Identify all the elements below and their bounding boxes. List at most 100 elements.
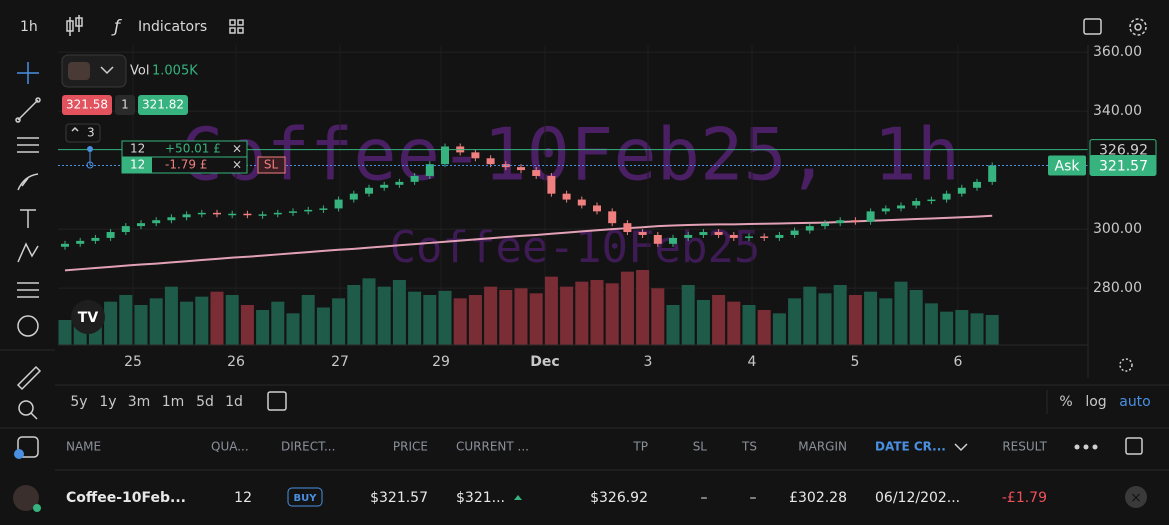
collapse-button[interactable] xyxy=(65,123,101,143)
column-header[interactable]: DATE CR... xyxy=(875,440,946,454)
range-button[interactable]: 1y xyxy=(99,394,116,410)
ask-tag: Ask xyxy=(1055,158,1081,174)
spread: 1 xyxy=(121,98,129,112)
indicators-button[interactable]: Indicators xyxy=(138,19,207,35)
x-tick-label: 26 xyxy=(227,354,245,370)
buy-button[interactable] xyxy=(138,95,188,115)
price-label: 321.57 xyxy=(1099,158,1148,174)
candle xyxy=(106,232,115,238)
ask-tag-box xyxy=(1048,155,1086,176)
volume-bar xyxy=(696,300,710,345)
volume-bar xyxy=(909,290,923,345)
x-tick-label: Dec xyxy=(530,354,559,370)
volume-bar xyxy=(438,290,452,345)
candle xyxy=(562,193,571,200)
column-header[interactable]: TP xyxy=(632,440,648,454)
volume-bar xyxy=(940,311,954,345)
candle xyxy=(745,236,753,238)
table-cell: 06/12/202... xyxy=(875,490,960,506)
candle xyxy=(471,152,480,159)
column-header[interactable]: SL xyxy=(693,440,708,454)
volume-bar xyxy=(803,286,817,345)
volume-bar xyxy=(286,313,300,345)
candle xyxy=(836,220,845,224)
volume-bar xyxy=(985,315,999,345)
column-header[interactable]: MARGIN xyxy=(798,440,847,454)
scale-button[interactable]: auto xyxy=(1119,394,1151,410)
scale-button[interactable]: % xyxy=(1059,394,1072,410)
range-button[interactable]: 5d xyxy=(196,394,214,410)
volume-bar xyxy=(164,286,178,345)
table-cell: Coffee-10Feb... xyxy=(66,490,186,506)
volume-bar xyxy=(544,276,558,345)
candle xyxy=(334,199,343,209)
interval-button[interactable]: 1h xyxy=(20,19,38,35)
volume-bar xyxy=(316,307,330,345)
plot xyxy=(58,45,1088,345)
table-cell: BUY xyxy=(294,493,318,504)
candle xyxy=(501,164,510,168)
volume-bar xyxy=(772,313,786,345)
range-button[interactable]: 5y xyxy=(70,394,87,410)
volume-bar xyxy=(408,291,422,345)
column-header[interactable]: QUA... xyxy=(211,440,249,454)
drawing-tools[interactable] xyxy=(15,62,42,458)
volume-bar xyxy=(924,303,938,345)
volume-bar xyxy=(636,270,650,345)
volume-bar xyxy=(347,285,361,345)
tp-close[interactable]: × xyxy=(232,142,242,156)
close-position[interactable] xyxy=(1125,486,1147,508)
y-tick-label: 300.00 xyxy=(1093,221,1142,237)
volume-bar xyxy=(848,295,862,345)
range-button[interactable]: 1m xyxy=(162,394,185,410)
column-header[interactable]: TS xyxy=(741,440,757,454)
sell-button[interactable] xyxy=(62,95,112,115)
candle xyxy=(319,208,328,210)
column-header[interactable]: PRICE xyxy=(393,440,428,454)
sl-box[interactable] xyxy=(257,156,286,174)
order-handle[interactable] xyxy=(86,161,94,169)
range-button[interactable]: 3m xyxy=(128,394,151,410)
candle xyxy=(942,193,951,200)
position-qty-bg xyxy=(122,157,152,173)
candle xyxy=(973,181,981,188)
watermark-title: Coffee-10Feb25, 1h xyxy=(180,113,960,197)
candle xyxy=(76,240,85,244)
scale-button[interactable]: log xyxy=(1085,394,1106,410)
volume-bar xyxy=(332,298,346,345)
candle xyxy=(425,164,434,176)
column-header[interactable]: RESULT xyxy=(1002,440,1047,454)
close-position-x: × xyxy=(1130,490,1142,506)
column-header[interactable]: NAME xyxy=(66,440,101,454)
range-button[interactable]: 1d xyxy=(225,394,243,410)
candle xyxy=(912,201,921,206)
symbol-icon xyxy=(68,62,90,80)
column-header[interactable]: DIRECT... xyxy=(281,440,335,454)
columns-icon[interactable] xyxy=(1125,437,1143,455)
column-header[interactable]: CURRENT ... xyxy=(456,440,529,454)
more-menu[interactable] xyxy=(1074,444,1098,450)
fullscreen-icon[interactable] xyxy=(1083,18,1102,35)
volume-bar xyxy=(727,301,741,345)
volume-bar xyxy=(362,278,376,345)
volume-bar xyxy=(742,305,756,345)
settings-icon[interactable] xyxy=(1129,18,1147,36)
axis-settings[interactable] xyxy=(1119,358,1133,372)
candle xyxy=(532,170,541,176)
candle xyxy=(714,232,723,235)
volume-bar xyxy=(864,291,878,345)
add-badge xyxy=(14,449,24,459)
position-close[interactable]: × xyxy=(232,158,242,172)
templates-icon[interactable] xyxy=(229,19,244,34)
candle xyxy=(289,211,297,213)
date-range-icon[interactable] xyxy=(267,391,287,411)
volume-bar xyxy=(499,290,513,345)
volume-value: 1.005K xyxy=(152,64,198,79)
volume-bar xyxy=(58,320,72,345)
sort-icon[interactable] xyxy=(954,443,968,452)
candle xyxy=(775,234,784,238)
chart-type-icon[interactable] xyxy=(66,15,83,36)
volume-bar xyxy=(681,285,695,345)
symbol-chevron xyxy=(100,66,114,75)
